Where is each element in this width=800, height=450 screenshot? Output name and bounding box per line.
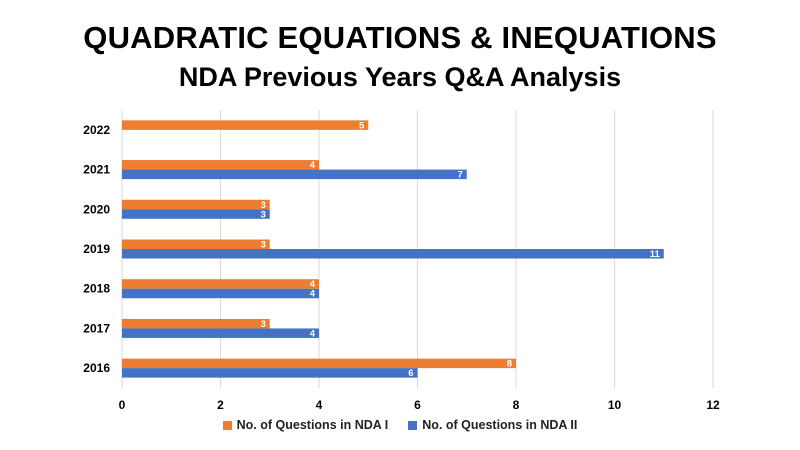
x-tick-label: 10	[608, 398, 622, 412]
data-label: 4	[310, 289, 316, 300]
data-label: 4	[310, 328, 316, 339]
y-tick-label: 2021	[83, 163, 110, 177]
data-label: 11	[650, 249, 661, 260]
x-tick-label: 12	[706, 398, 720, 412]
data-label: 4	[310, 279, 316, 290]
bar-nda-1	[122, 358, 516, 369]
bar-nda-2	[122, 249, 664, 259]
bar-nda-1	[122, 120, 369, 130]
bar-nda-1	[122, 318, 270, 329]
data-label: 3	[260, 319, 265, 330]
bar-nda-2	[122, 288, 319, 299]
bar-nda-1	[122, 160, 319, 170]
bar-nda-2	[122, 209, 270, 219]
data-label: 4	[310, 160, 316, 171]
data-label: 3	[260, 200, 265, 211]
bar-nda-1	[122, 279, 319, 289]
x-tick-label: 4	[316, 398, 323, 412]
chart-subtitle: NDA Previous Years Q&A Analysis	[178, 62, 622, 92]
chart-legend: No. of Questions in NDA I No. of Questio…	[0, 418, 800, 432]
x-tick-label: 8	[513, 398, 520, 412]
legend-item-nda-1: No. of Questions in NDA I	[222, 418, 389, 432]
bar-nda-2	[122, 169, 467, 180]
y-tick-label: 2018	[83, 282, 110, 296]
x-tick-label: 2	[217, 398, 224, 412]
data-label: 3	[260, 209, 265, 220]
bar-nda-2	[122, 328, 319, 338]
legend-swatch-nda-1	[222, 420, 232, 430]
y-tick-label: 2022	[83, 123, 110, 137]
legend-label-nda-1: No. of Questions in NDA I	[236, 418, 389, 432]
data-label: 8	[507, 359, 512, 370]
legend-item-nda-2: No. of Questions in NDA II	[408, 418, 577, 432]
bar-nda-2	[122, 368, 418, 378]
chart-title: QUADRATIC EQUATIONS & INEQUATIONS	[83, 20, 717, 55]
legend-swatch-nda-2	[408, 420, 418, 430]
data-label: 3	[260, 240, 265, 251]
data-label: 5	[359, 120, 365, 131]
bar-nda-1	[122, 199, 270, 210]
y-tick-label: 2020	[83, 202, 110, 216]
y-tick-label: 2019	[83, 242, 110, 256]
y-tick-label: 2016	[83, 361, 110, 375]
legend-label-nda-2: No. of Questions in NDA II	[422, 418, 578, 432]
data-label: 7	[457, 170, 462, 181]
x-tick-label: 0	[119, 398, 126, 412]
bar-nda-1	[122, 239, 270, 249]
x-tick-label: 6	[414, 398, 421, 412]
data-label: 6	[408, 368, 413, 379]
y-tick-label: 2017	[83, 321, 110, 335]
